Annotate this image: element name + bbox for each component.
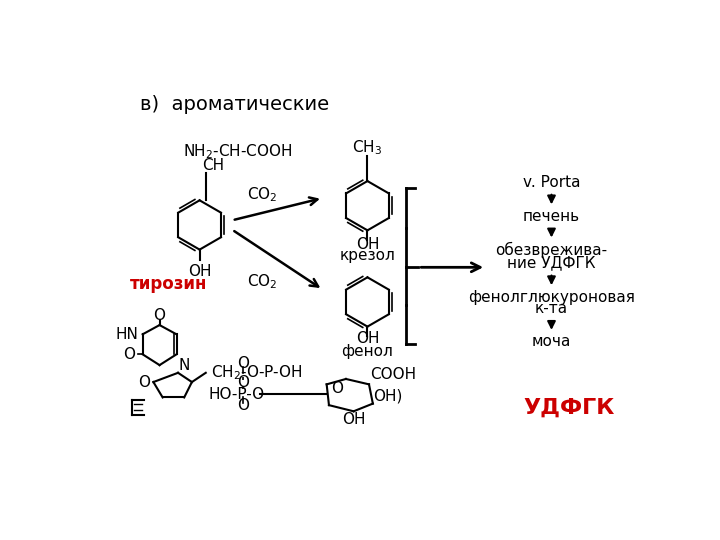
Text: O: O bbox=[153, 308, 166, 323]
Text: O: O bbox=[237, 399, 248, 414]
Text: CH$_2$-O-P-OH: CH$_2$-O-P-OH bbox=[211, 363, 302, 382]
Text: обезврежива-: обезврежива- bbox=[495, 242, 608, 259]
Text: печень: печень bbox=[523, 209, 580, 224]
Text: крезол: крезол bbox=[340, 248, 395, 264]
Text: CO$_2$: CO$_2$ bbox=[248, 273, 278, 291]
Text: O: O bbox=[123, 347, 135, 362]
Text: O: O bbox=[330, 381, 343, 396]
Text: OH: OH bbox=[188, 264, 212, 279]
Text: тирозин: тирозин bbox=[130, 275, 207, 293]
Text: COOH: COOH bbox=[371, 367, 417, 382]
Text: HN: HN bbox=[115, 327, 138, 342]
Text: O: O bbox=[237, 375, 248, 390]
Text: N: N bbox=[178, 357, 189, 373]
Text: моча: моча bbox=[532, 334, 571, 349]
Text: к-та: к-та bbox=[535, 301, 568, 316]
Text: CO$_2$: CO$_2$ bbox=[248, 185, 278, 204]
Text: OH: OH bbox=[356, 237, 379, 252]
Text: O: O bbox=[138, 375, 150, 389]
Text: O: O bbox=[237, 356, 248, 371]
Text: CH$_3$: CH$_3$ bbox=[352, 139, 382, 157]
Text: УДФГК: УДФГК bbox=[523, 397, 615, 417]
Text: OH: OH bbox=[356, 332, 379, 347]
Text: ние УДФГК: ние УДФГК bbox=[507, 255, 595, 270]
Text: фенолглюкуроновая: фенолглюкуроновая bbox=[468, 290, 635, 305]
Text: OH: OH bbox=[342, 411, 365, 427]
Text: HO-P-O: HO-P-O bbox=[209, 387, 265, 402]
Text: v. Porta: v. Porta bbox=[523, 175, 580, 190]
Text: CH: CH bbox=[202, 158, 224, 173]
Text: NH$_2$-CH-COOH: NH$_2$-CH-COOH bbox=[183, 143, 292, 161]
Text: фенол: фенол bbox=[341, 344, 393, 359]
Text: в)  ароматические: в) ароматические bbox=[140, 96, 329, 114]
Text: OH): OH) bbox=[374, 388, 403, 403]
